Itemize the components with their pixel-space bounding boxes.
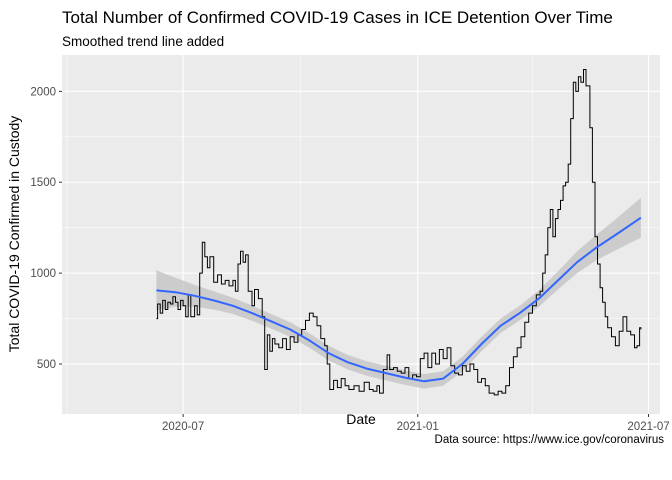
series-line-confirmed-cases [156, 69, 642, 396]
chart-subtitle: Smoothed trend line added [62, 34, 224, 49]
y-tick-label: 500 [37, 359, 56, 371]
y-tick-label: 2000 [30, 86, 56, 98]
x-axis: 2020-07 2021-01 2021-07 [162, 414, 670, 433]
x-axis-title: Date [346, 411, 376, 427]
plot-panel [62, 55, 660, 414]
x-tick-label: 2021-07 [627, 421, 669, 433]
y-axis: 500 1000 1500 2000 [30, 86, 62, 371]
chart-caption: Data source: https://www.ice.gov/coronav… [435, 434, 665, 446]
y-axis-title: Total COVID-19 Confirmed in Custody [6, 116, 22, 353]
x-tick-label: 2021-01 [397, 421, 439, 433]
x-tick-label: 2020-07 [162, 421, 204, 433]
y-tick-label: 1500 [30, 177, 56, 189]
chart-title: Total Number of Confirmed COVID-19 Cases… [62, 8, 613, 27]
minor-gridlines [62, 55, 660, 414]
y-tick-label: 1000 [30, 268, 56, 280]
series-line-smoothed-trend [156, 216, 642, 383]
